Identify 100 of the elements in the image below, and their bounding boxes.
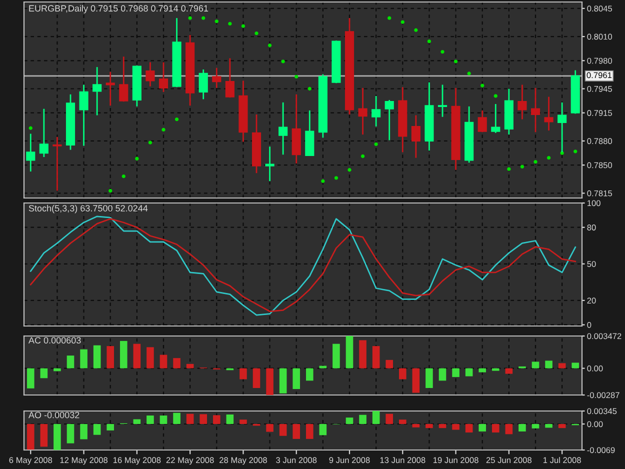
candlestick [372,95,381,128]
bar [426,424,433,428]
bar [372,346,380,368]
point [241,24,246,28]
point [534,160,538,164]
bar [40,368,48,378]
bar [398,368,406,380]
point [108,188,112,193]
point [440,50,444,54]
y-tick-label: -0.0069 [587,447,615,454]
candlestick [79,84,88,146]
x-tick-label: 25 Jun 2008 [486,457,532,464]
candlestick [39,108,48,158]
point [148,140,152,144]
candlestick [198,68,208,100]
y-tick-label: 20 [587,298,596,304]
candlestick [52,136,62,192]
bar [146,416,154,424]
bar [80,349,88,368]
candlestick [438,84,448,118]
x-tick-label: 12 May 2008 [60,457,108,465]
bar [572,362,580,368]
candlestick [518,84,527,120]
bar [279,424,287,436]
bar [545,424,552,428]
bar [279,368,287,394]
bar [93,424,101,435]
bar [532,424,540,428]
y-tick-label: 0.00 [587,421,603,428]
bar [465,424,473,432]
point [454,60,458,64]
x-tick-label: 9 Jun 2008 [329,457,370,464]
point [467,72,471,76]
candlestick [558,102,567,153]
point [268,44,272,48]
bar [386,360,394,368]
bar [54,424,61,450]
ref-line-label: 0.7961 [586,72,612,78]
x-tick-label: 16 May 2008 [113,457,161,465]
bar [240,368,247,380]
candlestick [92,66,102,116]
bar [226,414,234,424]
bar [492,368,500,371]
point [254,31,258,36]
x-tick-label: 6 May 2008 [9,457,52,465]
candlestick [530,87,540,133]
bar [438,368,446,381]
bar [545,360,552,368]
bar [266,368,274,395]
chart-title: AO -0.00032 [28,412,80,418]
point [294,74,298,79]
point [388,16,392,20]
bar [359,414,366,424]
point [414,28,418,32]
bar [359,340,366,368]
bar [478,424,486,432]
point [308,86,312,91]
point [494,94,498,98]
candlestick [358,87,368,136]
point [400,20,404,24]
bar [292,424,300,439]
x-tick-label: 13 Jun 2008 [380,457,426,464]
bar [505,424,513,434]
point [28,126,32,130]
candlestick [478,110,487,133]
bar [412,368,420,393]
y-tick-label: 80 [587,224,596,230]
bar [66,356,74,368]
bar [212,415,220,424]
bar [93,345,101,368]
bar [133,419,141,424]
point [202,16,206,20]
candlestick [278,102,288,156]
x-tick-label: 19 Jun 2008 [433,457,478,464]
bar [332,344,340,368]
chart-title: Stoch(5,3,3) 63.7500 52.0244 [28,204,148,214]
candlestick [491,103,500,134]
bar [66,424,74,444]
bar [106,424,114,430]
candlestick [265,146,274,182]
chart-title: AC 0.000603 [28,337,81,344]
bar [200,414,208,424]
point [281,60,285,64]
y-tick-label: 0.8010 [587,34,612,40]
point [174,117,179,122]
candlestick [106,71,115,106]
y-tick-label: 0.7945 [587,86,612,92]
bar [558,424,566,428]
point [348,168,352,172]
bar [146,347,154,368]
point [574,150,578,154]
bar [386,414,394,424]
bar [438,424,446,428]
point [480,84,484,88]
candlestick [119,56,128,102]
bar [346,336,354,368]
bar [505,368,513,374]
bar [106,346,114,368]
bar [426,368,433,388]
bar [558,363,566,368]
